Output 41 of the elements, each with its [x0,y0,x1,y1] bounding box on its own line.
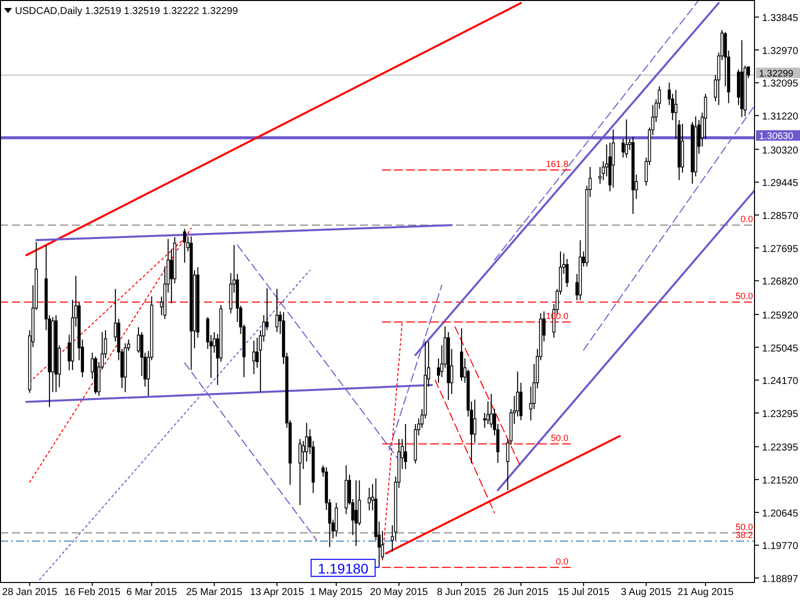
annotation: 50.0 [735,522,753,532]
y-tick-label: 1.25045 [762,343,799,354]
annotation: 161.8 [546,158,568,169]
y-tick-label: 1.27695 [762,244,799,255]
x-tick-label: 8 Jun 2015 [436,587,487,598]
y-tick-label: 1.18897 [762,574,799,585]
y-tick-label: 1.24170 [762,376,799,388]
x-tick-label: 20 May 2015 [370,587,428,598]
y-tick-label: 1.26820 [762,276,799,288]
y-tick-label: 1.21520 [762,476,799,487]
y-tick-label: 1.25920 [762,310,799,322]
x-tick-label: 1 May 2015 [310,587,363,598]
x-tick-label: 15 Jul 2015 [558,587,610,598]
ref-line-label: 1.32299 [759,68,794,80]
x-tick-label: 3 Aug 2015 [620,587,672,598]
x-tick-label: 6 Mar 2015 [126,587,178,598]
y-tick-label: 1.29445 [762,178,799,190]
y-tick-label: 1.32970 [762,46,799,57]
x-tick-label: 13 Apr 2015 [250,587,304,598]
annotation: 50.0 [735,291,753,302]
annotation: 0.0 [740,214,753,224]
y-tick-label: 1.33845 [762,13,799,24]
y-tick-label: 1.23295 [762,408,799,420]
x-tick-label: 21 Aug 2015 [677,587,734,598]
annotation: 38.2 [735,530,753,540]
annotation: 1.19180 [318,560,369,576]
x-tick-label: 16 Feb 2015 [64,587,121,598]
x-tick-label: 25 Mar 2015 [186,587,243,598]
annotation: 50.0 [550,432,568,443]
y-tick-label: 1.28570 [762,211,799,222]
x-tick-label: 28 Jan 2015 [2,587,58,598]
y-tick-label: 1.19770 [762,541,799,552]
y-tick-label: 1.22395 [762,442,799,454]
annotation: 0.0 [556,556,568,566]
text: USDCAD,Daily 1.32519 1.32519 1.32222 1.32299 [15,6,238,17]
y-tick-label: 1.31220 [762,112,799,123]
y-tick-label: 1.32095 [762,78,799,90]
ref-line-label: 1.30630 [759,131,794,142]
y-tick-label: 1.20645 [762,508,799,520]
x-tick-label: 26 Jun 2015 [493,587,549,598]
y-tick-label: 1.30320 [762,145,799,156]
